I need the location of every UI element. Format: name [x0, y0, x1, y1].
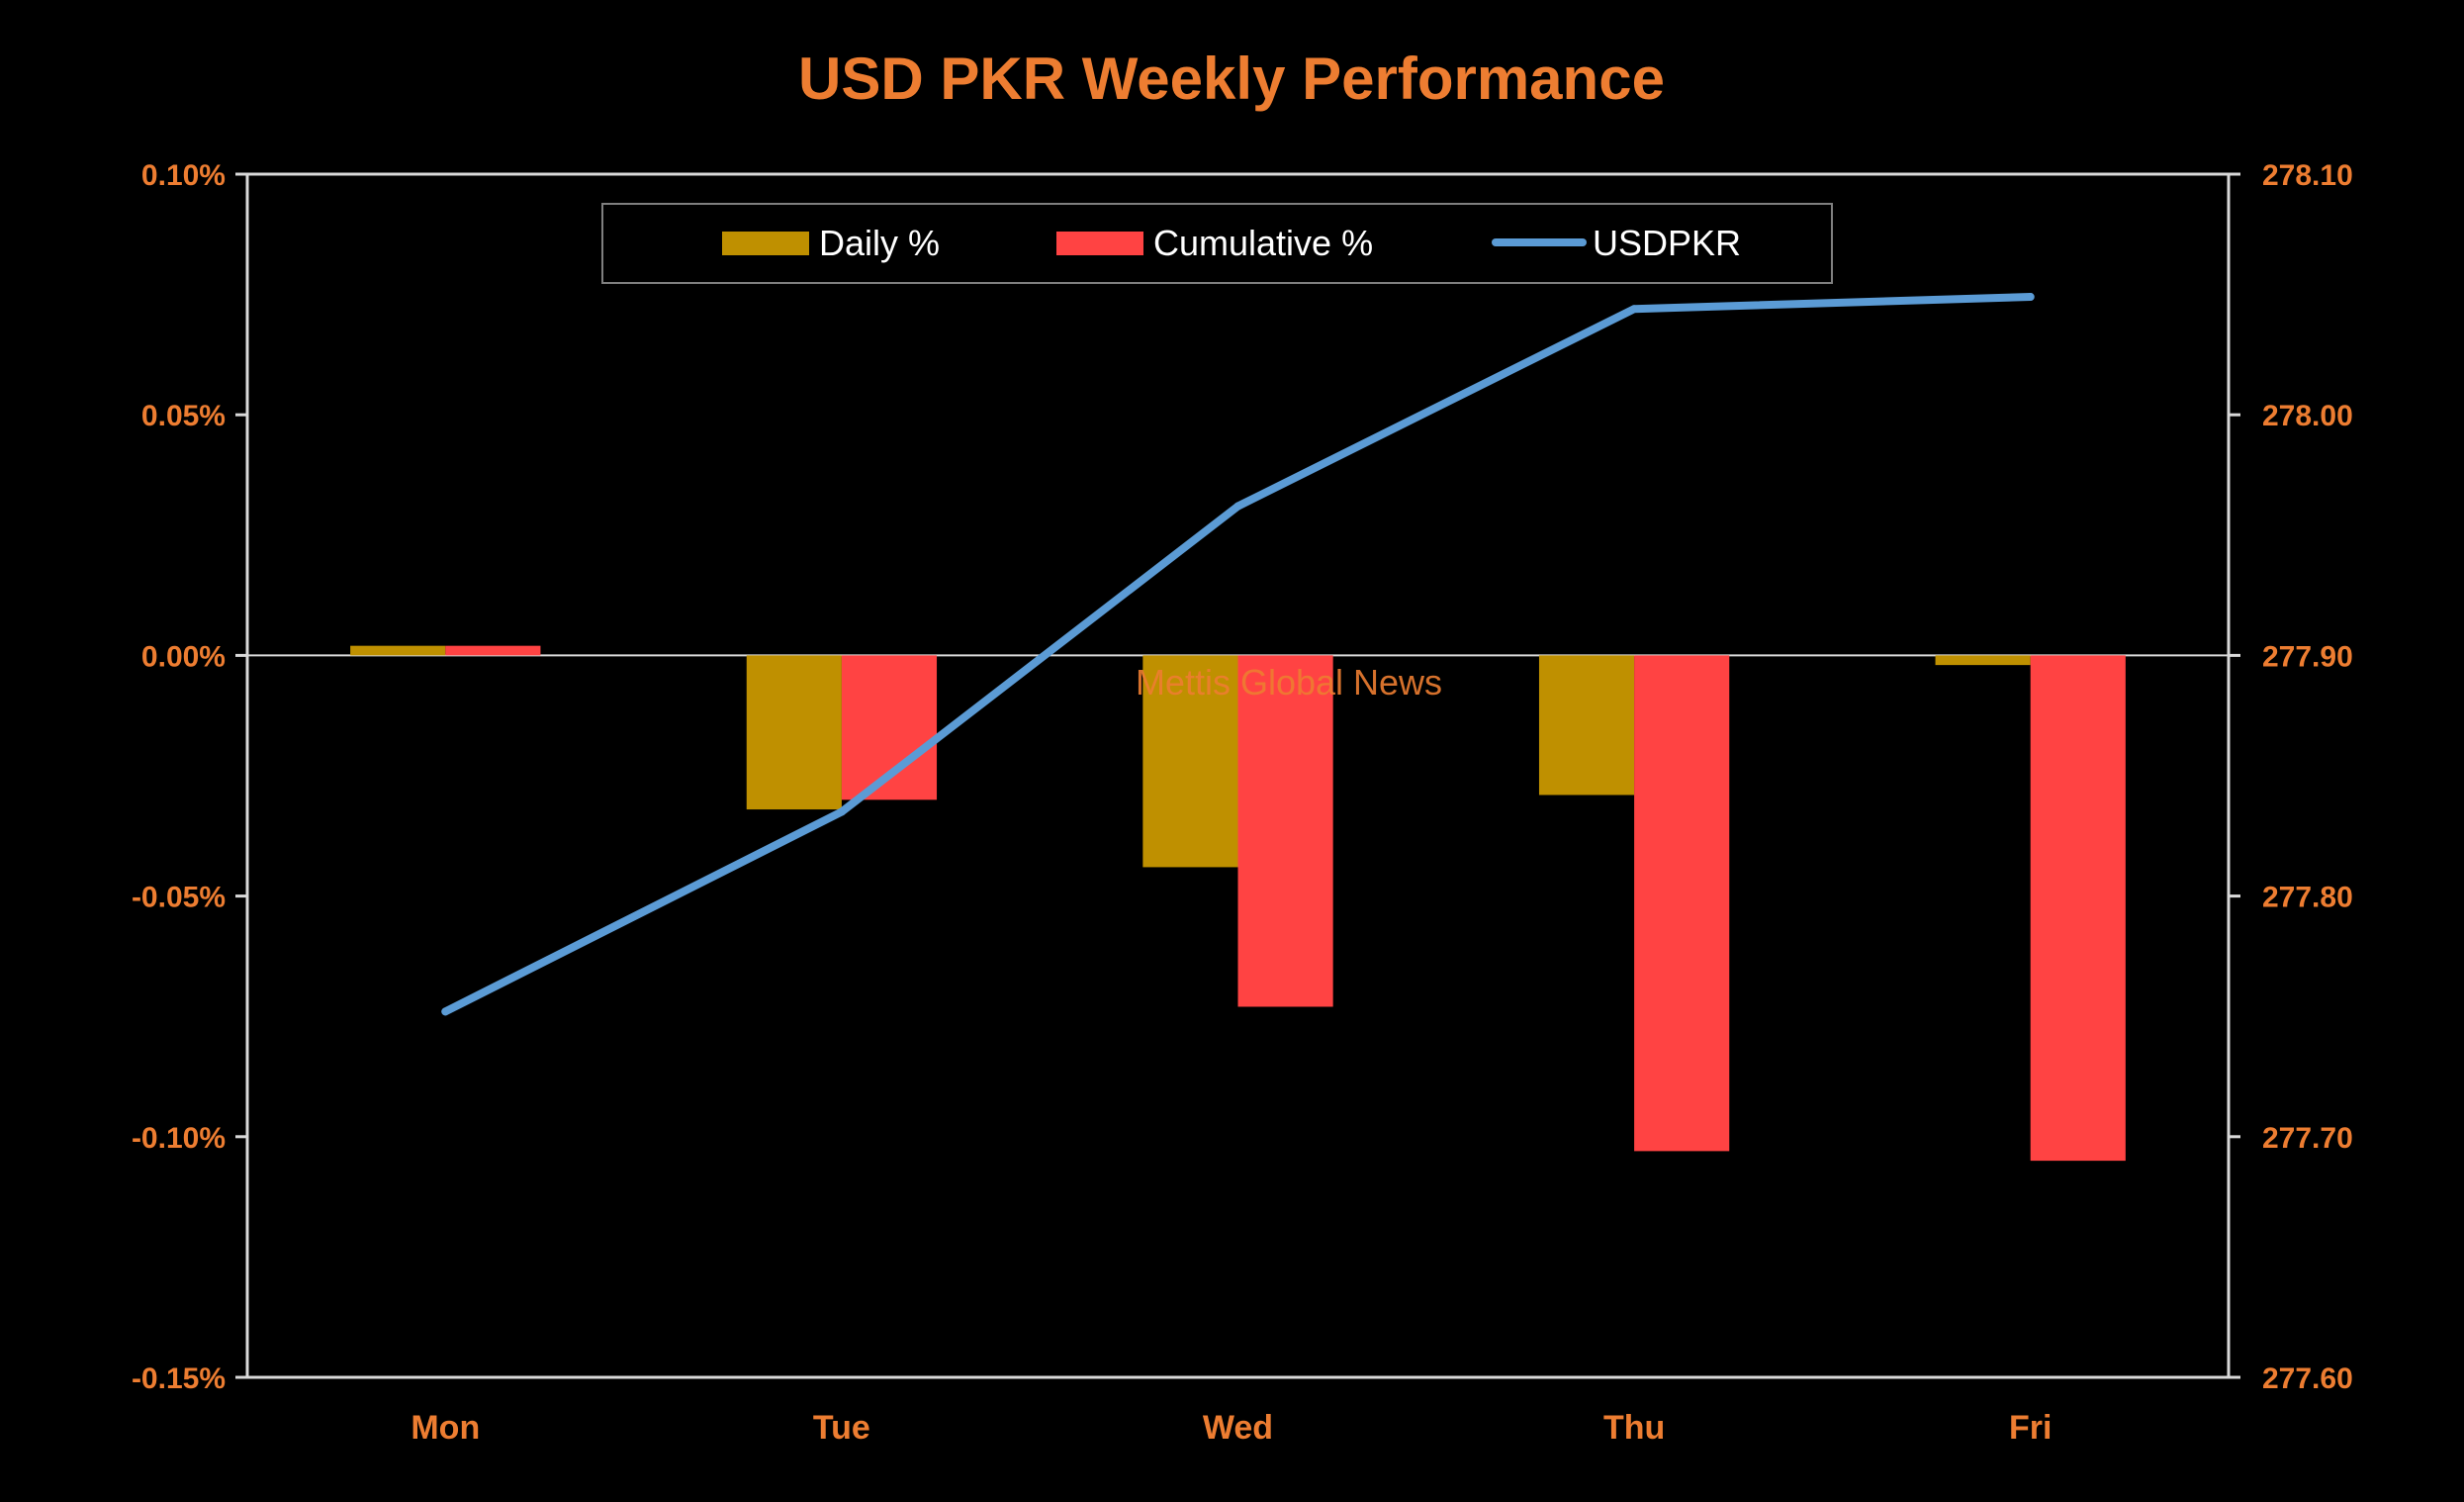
right-tick-label: 278.10 [2262, 159, 2353, 192]
right-tick-label: 277.90 [2262, 640, 2353, 673]
usdpkr-line-group [441, 293, 2035, 1016]
legend-swatch-daily [722, 232, 809, 255]
bar-marks [350, 645, 2126, 1162]
left-tick-label: -0.15% [132, 1362, 226, 1395]
daily-bar-wed [1142, 655, 1238, 868]
x-tick-label: Mon [411, 1409, 480, 1447]
daily-bar-tue [746, 655, 842, 810]
left-tick-label: 0.00% [141, 640, 226, 673]
left-axis-ticks: 0.10% 0.05% 0.00% -0.05% -0.10% -0.15% [132, 159, 247, 1395]
x-tick-label: Tue [813, 1409, 870, 1447]
cumulative-bar-wed [1237, 655, 1333, 1007]
left-tick-label: -0.05% [132, 882, 226, 914]
x-tick-label: Thu [1603, 1409, 1665, 1447]
daily-bar-thu [1538, 655, 1635, 796]
daily-bar-fri [1935, 655, 2031, 666]
usdpkr-point-mon [441, 1007, 450, 1016]
right-tick-label: 277.80 [2262, 882, 2353, 914]
plot-frame [245, 172, 2231, 1379]
left-tick-label: 0.05% [141, 400, 226, 432]
x-axis-ticks: Mon Tue Wed Thu Fri [411, 1409, 2052, 1447]
x-tick-label: Wed [1203, 1409, 1273, 1447]
daily-bar-mon [350, 645, 446, 656]
watermark: Mettis Global News [1136, 662, 1442, 703]
legend-swatch-cumulative [1056, 232, 1143, 255]
right-axis-ticks: 278.10 278.00 277.90 277.80 277.70 277.60 [2229, 159, 2353, 1395]
usdpkr-point-fri [2026, 293, 2035, 302]
right-tick-label: 277.70 [2262, 1122, 2353, 1155]
legend-label-usdpkr: USDPKR [1593, 223, 1741, 263]
legend: Daily % Cumulative % USDPKR [601, 203, 1833, 284]
cumulative-bar-thu [1634, 655, 1730, 1152]
usdpkr-point-wed [1233, 502, 1242, 511]
legend-box [601, 203, 1833, 284]
legend-label-cumulative: Cumulative % [1153, 223, 1373, 263]
left-tick-label: -0.10% [132, 1122, 226, 1155]
usdpkr-point-tue [837, 807, 846, 816]
chart-title: USD PKR Weekly Performance [798, 46, 1665, 112]
right-tick-label: 278.00 [2262, 400, 2353, 432]
cumulative-bar-mon [445, 645, 541, 656]
x-tick-label: Fri [2009, 1409, 2052, 1447]
right-tick-label: 277.60 [2262, 1362, 2353, 1395]
left-tick-label: 0.10% [141, 159, 226, 192]
cumulative-bar-fri [2030, 655, 2126, 1162]
usdpkr-point-thu [1630, 305, 1639, 314]
legend-label-daily: Daily % [819, 223, 940, 263]
